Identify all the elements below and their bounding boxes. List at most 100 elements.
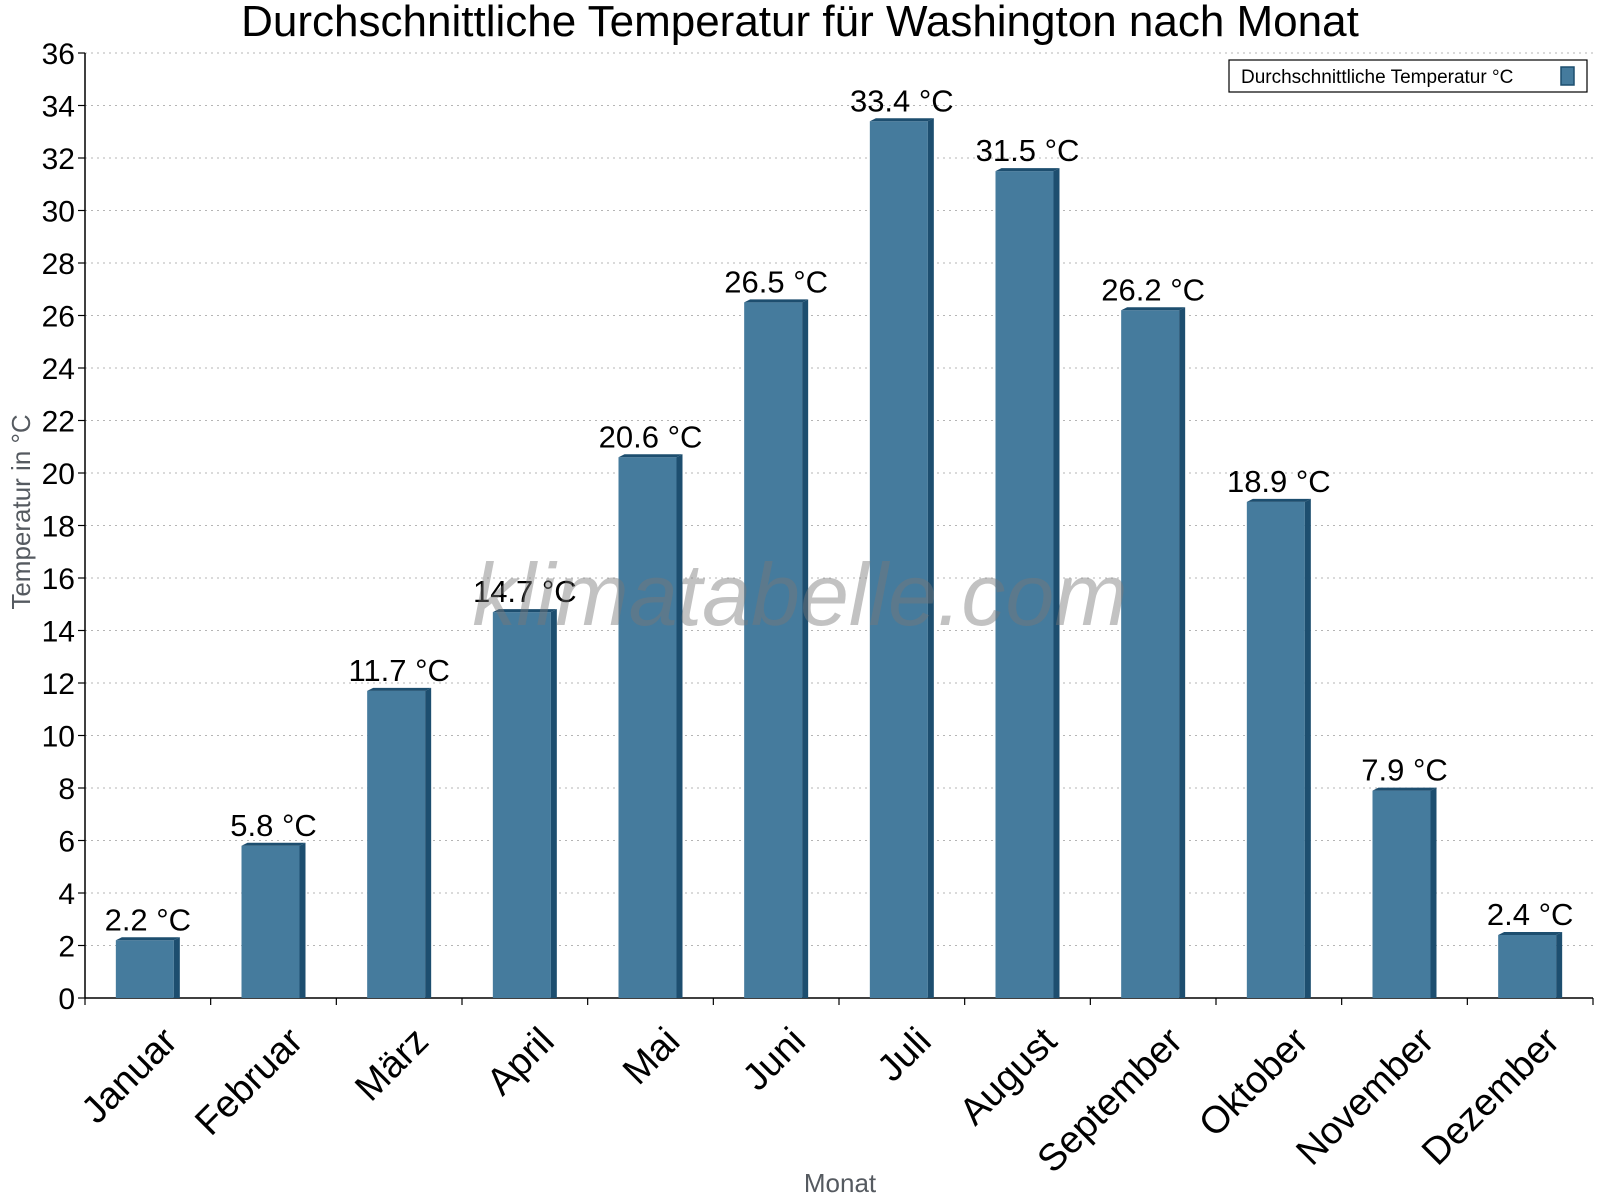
category-label: Januar bbox=[74, 1020, 186, 1132]
y-tick-label: 26 bbox=[42, 301, 75, 334]
bar-top bbox=[618, 454, 683, 458]
bar-top bbox=[241, 842, 306, 846]
data-labels: 2.2 °C 5.8 °C 11.7 °C 14.7 °C 20.6 °C 26.5 °C… bbox=[105, 83, 1574, 937]
data-label: 2.2 °C bbox=[105, 902, 192, 937]
bar-face bbox=[241, 845, 300, 998]
bar-side bbox=[425, 687, 432, 998]
bar-side bbox=[299, 842, 306, 998]
y-axis-title: Temperatur in °C bbox=[6, 414, 36, 609]
bar-top bbox=[367, 687, 432, 691]
y-tick-label: 14 bbox=[42, 616, 75, 649]
bar-face bbox=[995, 171, 1054, 998]
data-label: 26.2 °C bbox=[1101, 272, 1205, 307]
bar-side bbox=[927, 118, 934, 998]
y-tick-label: 4 bbox=[58, 878, 75, 911]
bar-side bbox=[1053, 168, 1060, 998]
bar-face bbox=[618, 457, 677, 998]
legend: Durchschnittliche Temperatur °C bbox=[1228, 59, 1588, 93]
bar bbox=[1498, 932, 1563, 998]
y-tick-label: 12 bbox=[42, 668, 75, 701]
bar bbox=[869, 118, 934, 998]
watermark: klimatabelle.com bbox=[472, 545, 1127, 644]
legend-box bbox=[1228, 59, 1588, 93]
bar bbox=[115, 937, 180, 998]
bar-top bbox=[1246, 498, 1311, 502]
bar bbox=[618, 454, 683, 998]
data-label: 31.5 °C bbox=[976, 133, 1080, 168]
x-axis-ticks bbox=[84, 998, 1594, 1005]
data-label: 20.6 °C bbox=[599, 419, 703, 454]
bar-face bbox=[1498, 935, 1557, 998]
category-label: Juni bbox=[735, 1020, 814, 1099]
y-tick-label: 10 bbox=[42, 721, 75, 754]
bars bbox=[115, 118, 1563, 998]
bar-side bbox=[1430, 787, 1437, 998]
y-tick-label: 20 bbox=[42, 458, 75, 491]
x-axis-title: Monat bbox=[804, 1168, 877, 1198]
category-label: November bbox=[1289, 1020, 1443, 1174]
legend-swatch bbox=[1560, 66, 1575, 86]
y-tick-label: 18 bbox=[42, 511, 75, 544]
bar-top bbox=[995, 168, 1060, 172]
bar bbox=[241, 842, 306, 998]
bar bbox=[1372, 787, 1437, 998]
y-tick-label: 32 bbox=[42, 143, 75, 176]
bar bbox=[492, 609, 557, 998]
category-labels: Januar Februar März April Mai Juni Juli AugustS… bbox=[74, 1020, 1568, 1181]
category-label: Oktober bbox=[1191, 1020, 1317, 1146]
data-label: 5.8 °C bbox=[230, 808, 317, 843]
bar-top bbox=[1498, 932, 1563, 935]
bar bbox=[995, 168, 1060, 998]
bar-face bbox=[744, 302, 803, 998]
category-label: Februar bbox=[187, 1020, 311, 1144]
bar-top bbox=[869, 118, 934, 122]
bar-side bbox=[550, 609, 557, 998]
y-tick-label: 0 bbox=[58, 983, 75, 1016]
bar bbox=[1246, 498, 1311, 998]
bar bbox=[367, 687, 432, 998]
data-label: 2.4 °C bbox=[1487, 897, 1574, 932]
bar-side bbox=[676, 454, 683, 998]
bar-face bbox=[367, 690, 426, 998]
bar-side bbox=[173, 937, 180, 998]
bar bbox=[744, 299, 809, 998]
data-label: 26.5 °C bbox=[724, 264, 828, 299]
bar-top bbox=[115, 937, 180, 941]
bar-face bbox=[1246, 501, 1305, 998]
bar-top bbox=[1372, 787, 1437, 791]
bar-top bbox=[1121, 307, 1186, 311]
bar-side bbox=[802, 299, 809, 998]
bar-top bbox=[744, 299, 809, 303]
y-tick-label: 6 bbox=[58, 826, 75, 859]
y-tick-label: 36 bbox=[42, 38, 75, 71]
category-label: Dezember bbox=[1414, 1020, 1568, 1174]
data-label: 33.4 °C bbox=[850, 83, 954, 118]
y-tick-label: 34 bbox=[42, 91, 75, 124]
bar-side bbox=[1304, 498, 1311, 998]
data-label: 14.7 °C bbox=[473, 574, 577, 609]
bar-face bbox=[1121, 310, 1180, 998]
y-tick-label: 28 bbox=[42, 248, 75, 281]
bar-side bbox=[1556, 932, 1563, 998]
category-label: März bbox=[347, 1020, 436, 1109]
bar-face bbox=[492, 612, 551, 998]
y-tick-label: 8 bbox=[58, 773, 75, 806]
y-tick-label: 22 bbox=[42, 406, 75, 439]
chart-title: Durchschnittliche Temperatur für Washing… bbox=[241, 0, 1359, 46]
bar-top bbox=[492, 609, 557, 613]
category-label: April bbox=[479, 1020, 562, 1103]
category-label: August bbox=[952, 1020, 1066, 1134]
legend-label: Durchschnittliche Temperatur °C bbox=[1241, 67, 1513, 88]
category-label: Mai bbox=[615, 1020, 688, 1093]
y-tick-label: 24 bbox=[42, 353, 75, 386]
data-label: 7.9 °C bbox=[1361, 753, 1448, 788]
bar bbox=[1121, 307, 1186, 998]
bar-face bbox=[1372, 790, 1431, 998]
y-tick-label: 30 bbox=[42, 196, 75, 229]
y-tick-label: 2 bbox=[58, 931, 75, 964]
category-label: Juli bbox=[870, 1020, 940, 1090]
bar-face bbox=[115, 940, 174, 998]
bar-side bbox=[1179, 307, 1186, 998]
